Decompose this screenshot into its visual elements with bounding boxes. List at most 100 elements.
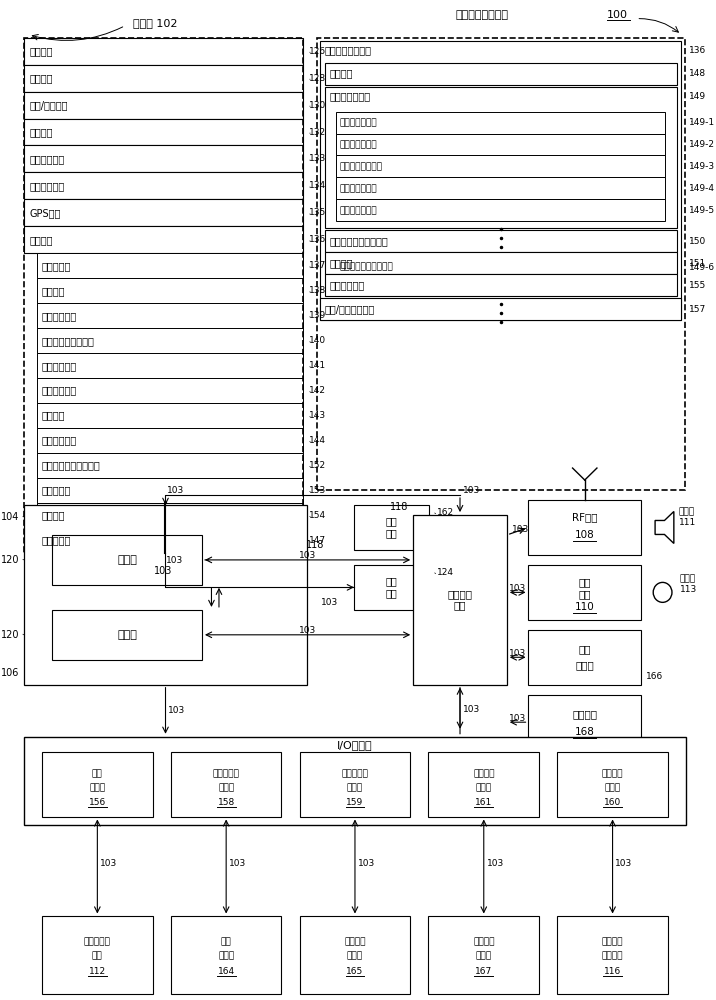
Text: 视频会议模块: 视频会议模块 [42, 311, 77, 321]
FancyBboxPatch shape [337, 155, 665, 177]
Text: 147: 147 [309, 536, 326, 545]
Text: 联系人模块: 联系人模块 [42, 261, 71, 271]
Text: 103: 103 [509, 584, 526, 593]
Text: 103: 103 [168, 486, 185, 495]
FancyBboxPatch shape [354, 565, 429, 610]
FancyBboxPatch shape [24, 92, 304, 119]
FancyBboxPatch shape [37, 328, 304, 353]
Text: 100: 100 [607, 10, 628, 20]
Text: 103: 103 [166, 556, 184, 565]
Text: 128: 128 [309, 74, 326, 83]
Text: 108: 108 [575, 530, 594, 540]
Text: 存储器 102: 存储器 102 [133, 18, 178, 28]
Text: 便携式多功能设备: 便携式多功能设备 [455, 10, 508, 20]
Text: 103: 103 [299, 626, 316, 635]
FancyBboxPatch shape [528, 565, 641, 620]
Text: 控制器: 控制器 [347, 784, 363, 793]
Text: 闹钟桌面小程序: 闹钟桌面小程序 [340, 184, 377, 193]
FancyBboxPatch shape [528, 695, 641, 750]
Text: 即时消息模块: 即时消息模块 [42, 361, 77, 371]
Text: 天气桌面小程序: 天气桌面小程序 [340, 118, 377, 127]
Text: 103: 103 [509, 649, 526, 658]
FancyBboxPatch shape [320, 298, 682, 320]
FancyBboxPatch shape [428, 916, 539, 994]
FancyBboxPatch shape [557, 752, 668, 817]
FancyBboxPatch shape [24, 172, 304, 199]
Text: 其他输入: 其他输入 [602, 770, 624, 779]
Text: 149-3: 149-3 [689, 162, 715, 171]
Text: 记事本模块: 记事本模块 [42, 486, 71, 496]
Text: 图形模块: 图形模块 [29, 127, 53, 137]
Text: 142: 142 [309, 386, 326, 395]
FancyBboxPatch shape [325, 87, 677, 228]
FancyBboxPatch shape [37, 378, 304, 403]
FancyBboxPatch shape [37, 303, 304, 328]
Text: 外部
端口: 外部 端口 [386, 577, 397, 598]
Text: 设备/全局内部状态: 设备/全局内部状态 [325, 304, 375, 314]
Text: 发生器: 发生器 [475, 951, 492, 960]
Text: 视频和音乐播放器模块: 视频和音乐播放器模块 [42, 461, 100, 471]
Text: 文本输入模块: 文本输入模块 [29, 181, 64, 191]
FancyBboxPatch shape [413, 515, 507, 685]
Text: 130: 130 [309, 101, 326, 110]
Text: 触敏显示器: 触敏显示器 [84, 937, 111, 946]
Text: 光学传感器: 光学传感器 [213, 770, 240, 779]
Text: 148: 148 [689, 69, 706, 78]
Text: 167: 167 [475, 967, 493, 976]
Text: 103: 103 [463, 486, 480, 495]
FancyBboxPatch shape [299, 752, 410, 817]
Text: 140: 140 [309, 336, 326, 345]
FancyBboxPatch shape [24, 199, 304, 226]
Text: 116: 116 [604, 967, 621, 976]
Text: 股市桌面小程序: 股市桌面小程序 [340, 140, 377, 149]
Text: 149-2: 149-2 [689, 140, 715, 149]
Text: 接近: 接近 [579, 644, 591, 654]
Text: 搜索模块: 搜索模块 [329, 258, 353, 268]
Text: 其他输入: 其他输入 [602, 937, 624, 946]
Text: 用户创建的桌面小程序: 用户创建的桌面小程序 [340, 263, 394, 272]
FancyBboxPatch shape [337, 177, 665, 199]
Text: 103: 103 [487, 859, 504, 868]
Text: 154: 154 [309, 511, 326, 520]
Text: 显示: 显示 [92, 770, 102, 779]
Text: 141: 141 [309, 361, 326, 370]
Text: 触觉输出: 触觉输出 [473, 937, 495, 946]
Text: 桌面小程序创建器模块: 桌面小程序创建器模块 [329, 236, 388, 246]
Text: 音频: 音频 [579, 577, 591, 587]
Text: 168: 168 [575, 727, 595, 737]
Text: 应用程序（继续）: 应用程序（继续） [325, 46, 372, 56]
Text: 控制器: 控制器 [218, 784, 234, 793]
Text: 138: 138 [309, 286, 326, 295]
FancyBboxPatch shape [42, 916, 153, 994]
Text: I/O子系统: I/O子系统 [337, 740, 373, 750]
Text: 132: 132 [309, 128, 326, 137]
FancyBboxPatch shape [24, 145, 304, 172]
Text: 159: 159 [347, 798, 364, 807]
Text: 137: 137 [309, 261, 326, 270]
Text: 控制器: 控制器 [475, 784, 492, 793]
Text: 系统: 系统 [92, 951, 102, 960]
Text: 麦克风: 麦克风 [679, 574, 696, 583]
Text: 152: 152 [309, 461, 326, 470]
Text: 传感器: 传感器 [218, 951, 234, 960]
FancyBboxPatch shape [37, 453, 304, 478]
Text: 扬声器: 扬声器 [679, 507, 695, 516]
Text: 地图模块: 地图模块 [42, 510, 65, 520]
Text: 103: 103 [512, 525, 529, 534]
Text: 149: 149 [689, 92, 706, 101]
Text: 143: 143 [309, 411, 326, 420]
FancyBboxPatch shape [325, 230, 677, 252]
Text: 触觉反馈: 触觉反馈 [473, 770, 495, 779]
FancyBboxPatch shape [24, 38, 304, 65]
Text: 处理器: 处理器 [117, 630, 137, 640]
Text: 触觉反馈模块: 触觉反馈模块 [29, 154, 64, 164]
FancyBboxPatch shape [24, 737, 686, 825]
Text: 162: 162 [437, 508, 454, 517]
Text: 103: 103 [168, 706, 185, 715]
Text: 103: 103 [229, 859, 246, 868]
FancyBboxPatch shape [325, 63, 677, 85]
Text: 151: 151 [689, 259, 706, 268]
Text: 158: 158 [218, 798, 235, 807]
Text: 词典桌面小程序: 词典桌面小程序 [340, 206, 377, 215]
FancyBboxPatch shape [325, 252, 677, 274]
